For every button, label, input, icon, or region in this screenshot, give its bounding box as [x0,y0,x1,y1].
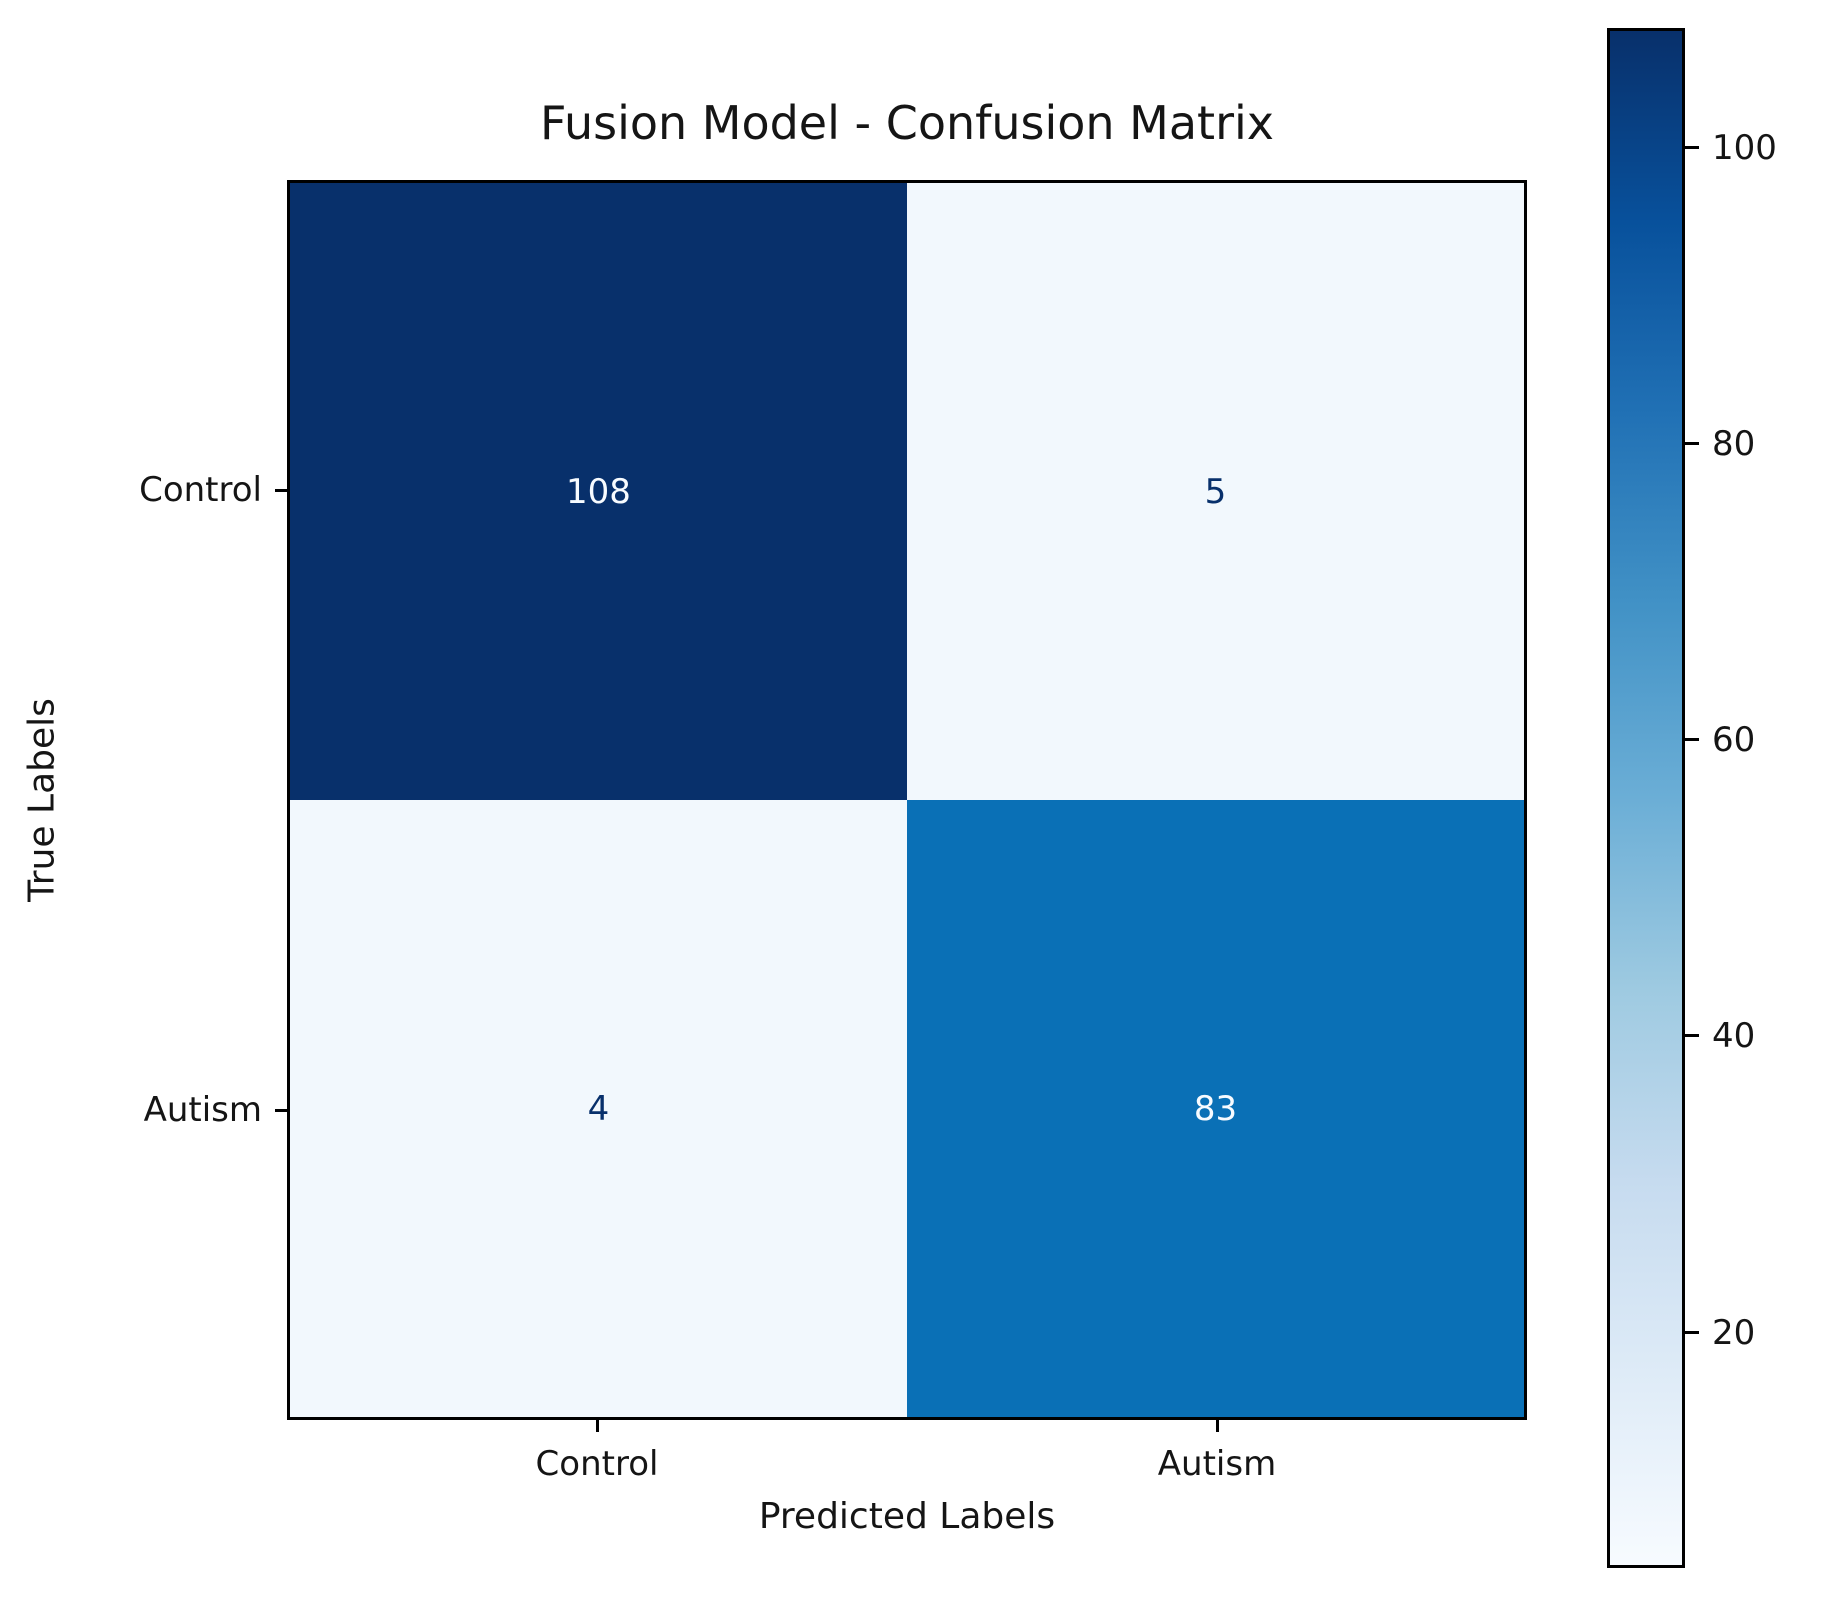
cell-value: 5 [1204,471,1227,512]
colorbar-tick-label-100: 100 [1712,128,1777,168]
colorbar-tick-label-60: 60 [1712,720,1756,760]
y-axis-tick-autism [275,1109,287,1112]
matrix-cell-true-autism-pred-control: 4 [290,800,907,1417]
matrix-cell-true-autism-pred-autism: 83 [907,800,1524,1417]
colorbar-tick-label-80: 80 [1712,424,1756,464]
cell-value: 108 [566,471,631,512]
colorbar-tick-label-20: 20 [1712,1313,1756,1353]
chart-title: Fusion Model - Confusion Matrix [540,96,1274,150]
matrix-cell-true-control-pred-autism: 5 [907,183,1524,800]
colorbar-tick-60 [1685,738,1699,741]
cell-value: 4 [587,1088,610,1129]
colorbar-gradient [1607,28,1685,1568]
colorbar-tick-100 [1685,146,1699,149]
y-tick-label-autism: Autism [143,1090,262,1130]
x-tick-label-control: Control [535,1444,659,1484]
y-axis-tick-control [275,489,287,492]
cell-value: 83 [1193,1088,1238,1129]
y-axis-title: True Labels [21,698,63,902]
colorbar-tick-80 [1685,442,1699,445]
x-axis-tick-control [596,1420,599,1432]
x-axis-tick-autism [1216,1420,1219,1432]
colorbar-tick-40 [1685,1034,1699,1037]
matrix-cell-true-control-pred-control: 108 [290,183,907,800]
x-axis-title: Predicted Labels [758,1496,1056,1537]
x-tick-label-autism: Autism [1157,1444,1277,1484]
confusion-matrix-plot: 108 5 4 83 [287,180,1527,1420]
colorbar-tick-20 [1685,1331,1699,1334]
y-tick-label-control: Control [139,470,262,510]
colorbar-tick-label-40: 40 [1712,1016,1756,1056]
